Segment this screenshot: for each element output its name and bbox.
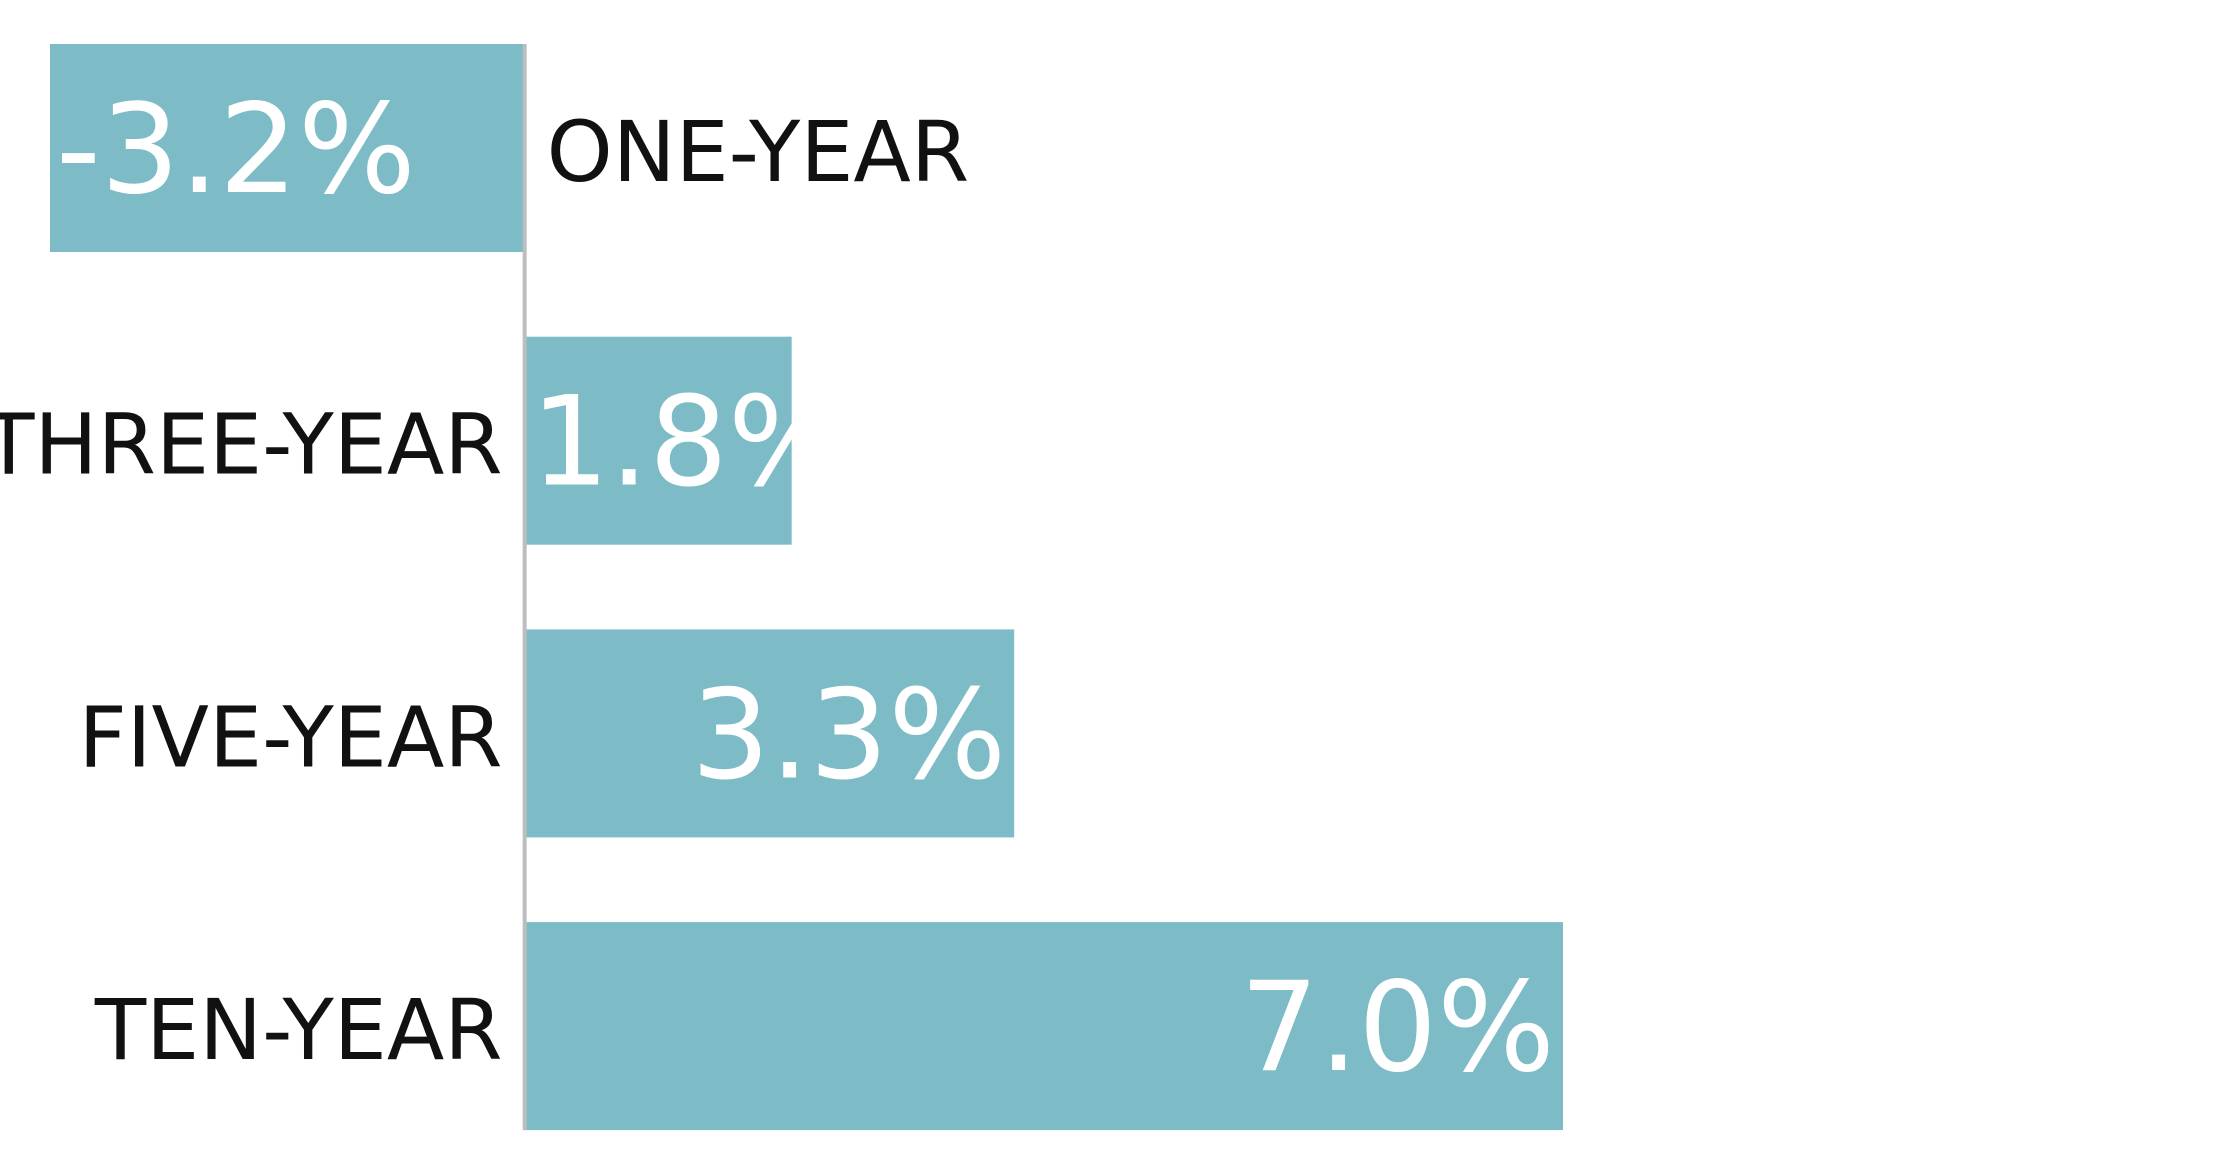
category-label: TEN-YEAR — [94, 981, 503, 1079]
bar — [524, 922, 1563, 1131]
value-label: 3.3% — [691, 663, 1006, 807]
bar — [524, 336, 792, 545]
value-label: 1.8% — [531, 371, 846, 515]
category-label: FIVE-YEAR — [78, 688, 502, 786]
bar — [524, 629, 1015, 838]
bar — [50, 44, 525, 252]
category-label: ONE-YEAR — [547, 103, 970, 201]
value-label: -3.2% — [56, 78, 416, 222]
category-label: THREE-YEAR — [0, 396, 503, 494]
value-label: 7.0% — [1240, 956, 1555, 1100]
